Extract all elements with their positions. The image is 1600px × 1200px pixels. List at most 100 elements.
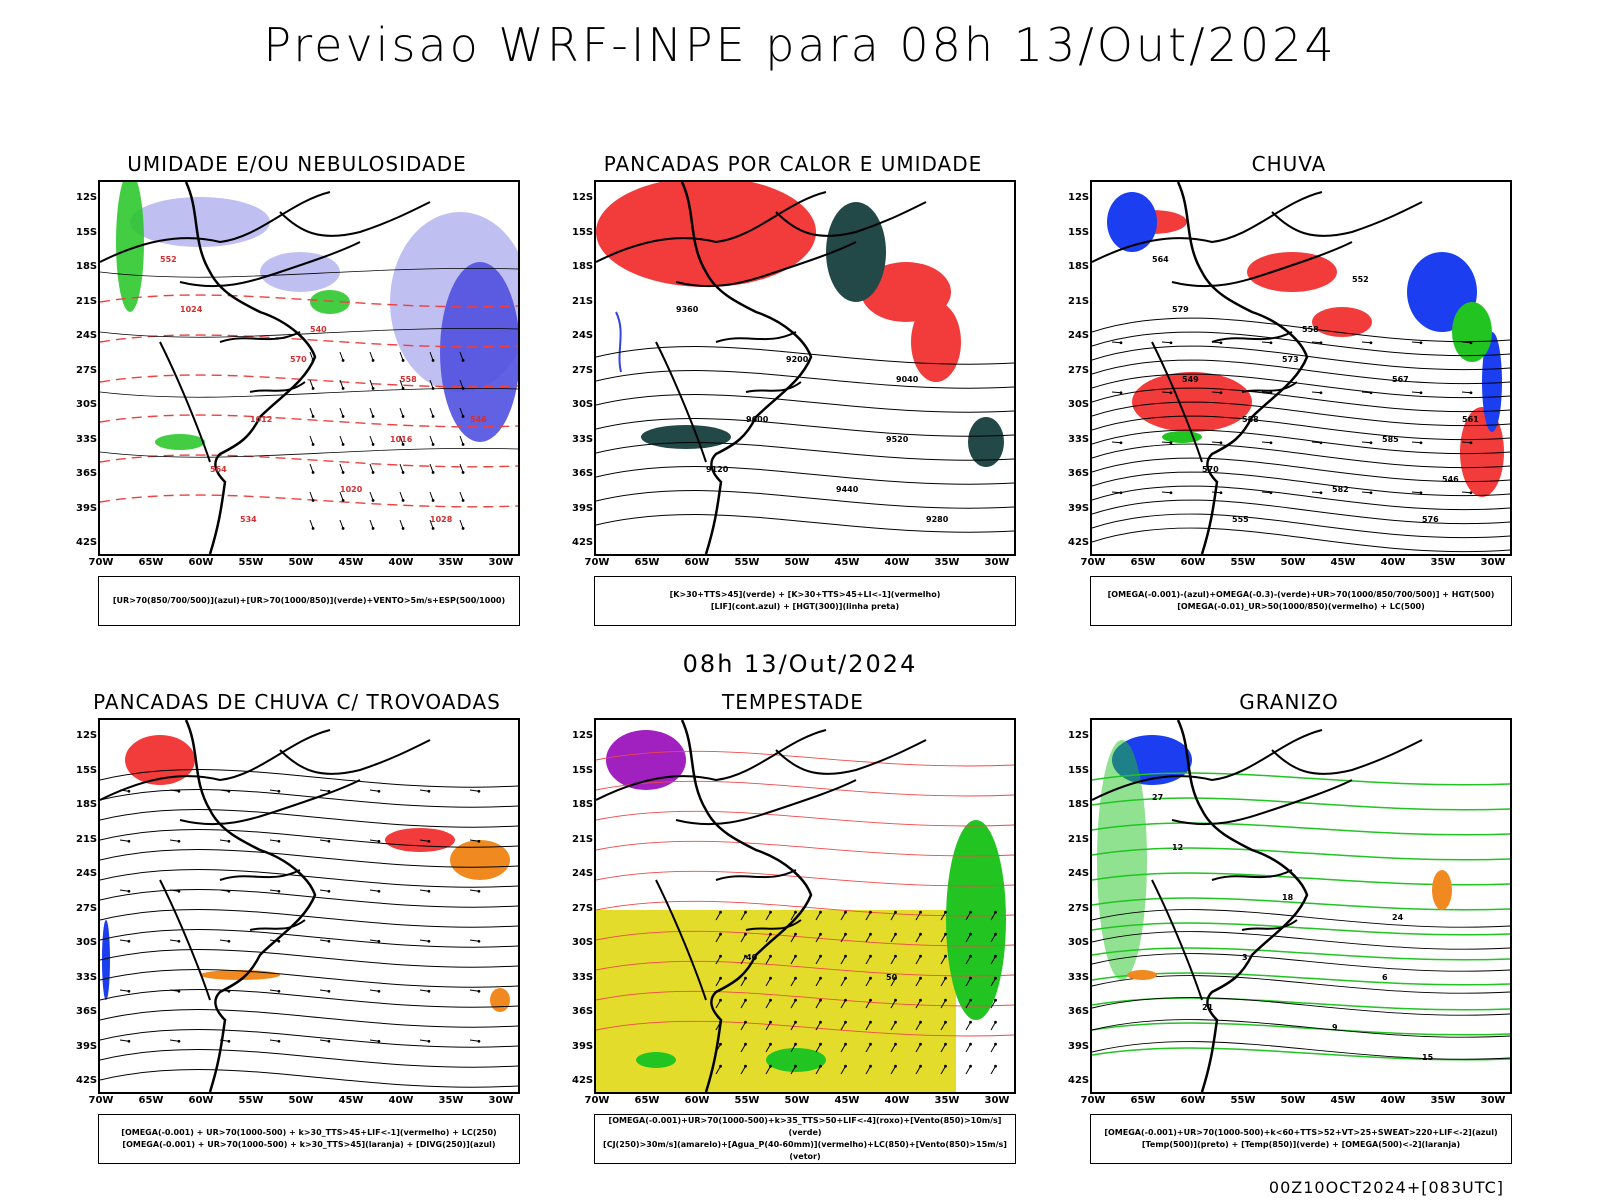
lat-tick-label: 42S xyxy=(572,1075,594,1086)
lon-tick-label: 40W xyxy=(388,1095,414,1106)
legend-line: [OMEGA(-0.001) + UR>70(1000-500) + k>30_… xyxy=(121,1128,497,1137)
map-panel-tempestade: TEMPESTADE 40 50 12S 15S 18S 21S 24S 27S 30S 33S 36… xyxy=(572,690,1016,1170)
lat-tick-label: 27S xyxy=(572,902,594,914)
map-area: 40 50 xyxy=(594,718,1016,1094)
svg-text:1016: 1016 xyxy=(390,435,413,444)
lat-tick-label: 39S xyxy=(76,502,98,514)
lat-tick-label: 33S xyxy=(76,433,98,445)
svg-text:9360: 9360 xyxy=(676,305,699,314)
svg-text:582: 582 xyxy=(1332,485,1349,494)
svg-text:576: 576 xyxy=(1422,515,1439,524)
lon-tick-label: 60W xyxy=(684,1095,710,1106)
map-canvas: 588 585 582 579 576 573 570 567 564 561 558 555 552 5… xyxy=(1092,182,1510,554)
lat-tick-label: 18S xyxy=(76,799,98,810)
lon-tick-label: 35W xyxy=(934,557,960,568)
svg-text:9200: 9200 xyxy=(786,355,809,364)
lat-tick-label: 15S xyxy=(1068,764,1090,776)
lat-tick-label: 24S xyxy=(572,868,594,879)
lat-tick-label: 12S xyxy=(1068,730,1090,741)
lon-tick-label: 35W xyxy=(438,1095,464,1106)
page-title: Previsao WRF-INPE para 08h 13/Out/2024 xyxy=(263,18,1337,72)
lat-tick-label: 42S xyxy=(1068,1075,1090,1086)
lat-tick-label: 18S xyxy=(572,799,594,810)
lat-tick-label: 39S xyxy=(1068,502,1090,514)
lat-tick-label: 12S xyxy=(76,192,98,203)
lat-tick-label: 21S xyxy=(1068,295,1090,307)
lon-tick-label: 50W xyxy=(288,557,314,568)
svg-text:9440: 9440 xyxy=(836,485,859,494)
lat-tick-label: 30S xyxy=(1068,399,1090,410)
lat-tick-label: 15S xyxy=(572,226,594,238)
lat-tick-label: 15S xyxy=(76,226,98,238)
legend-line: [Temp(500)](preto) + [Temp(850)](verde) … xyxy=(1141,1140,1461,1149)
lat-tick-label: 18S xyxy=(572,261,594,272)
lat-tick-label: 42S xyxy=(1068,537,1090,548)
svg-text:9120: 9120 xyxy=(706,465,729,474)
lon-tick-label: 40W xyxy=(1380,1095,1406,1106)
legend-line: [CJ(250)>30m/s](amarelo)+[Agua_P(40-60mm… xyxy=(603,1140,1007,1161)
legend-line: [LIF](cont.azul) + [HGT(300)](linha pret… xyxy=(710,602,900,611)
lat-tick-label: 24S xyxy=(76,330,98,341)
lon-tick-label: 30W xyxy=(1480,1095,1506,1106)
lat-tick-label: 12S xyxy=(76,730,98,741)
lat-tick-label: 36S xyxy=(572,468,594,479)
svg-text:549: 549 xyxy=(1182,375,1199,384)
lon-tick-label: 60W xyxy=(188,557,214,568)
svg-text:552: 552 xyxy=(1352,275,1369,284)
legend-line: [K>30+TTS>45](verde) + [K>30+TTS>45+LI<-… xyxy=(669,590,941,599)
lat-tick-label: 30S xyxy=(572,937,594,948)
panel-title: TEMPESTADE xyxy=(722,690,864,714)
svg-text:552: 552 xyxy=(160,255,177,264)
lon-tick-label: 65W xyxy=(634,557,660,568)
lon-tick-label: 60W xyxy=(188,1095,214,1106)
lat-tick-label: 27S xyxy=(572,364,594,376)
lat-tick-label: 30S xyxy=(76,937,98,948)
lat-tick-label: 21S xyxy=(572,833,594,845)
lat-tick-label: 12S xyxy=(572,192,594,203)
svg-text:40: 40 xyxy=(746,953,758,962)
middle-title: 08h 13/Out/2024 xyxy=(682,650,918,678)
lon-tick-label: 70W xyxy=(584,557,610,568)
svg-text:546: 546 xyxy=(1442,475,1459,484)
lon-tick-label: 65W xyxy=(634,1095,660,1106)
svg-text:24: 24 xyxy=(1392,913,1404,922)
svg-text:1028: 1028 xyxy=(430,515,453,524)
lat-tick-label: 24S xyxy=(1068,330,1090,341)
map-area: 3 6 9 12 15 18 21 24 27 xyxy=(1090,718,1512,1094)
panel-title: CHUVA xyxy=(1251,152,1327,176)
map-area: 9600 9520 9440 9360 9280 9200 9120 9040 xyxy=(594,180,1016,556)
svg-text:21: 21 xyxy=(1202,1003,1214,1012)
lon-tick-label: 60W xyxy=(684,557,710,568)
lat-tick-label: 24S xyxy=(76,868,98,879)
lat-tick-label: 39S xyxy=(572,502,594,514)
footer-stamp: 00Z10OCT2024+[083UTC] xyxy=(1268,1178,1504,1197)
lon-tick-label: 30W xyxy=(488,557,514,568)
lat-tick-label: 42S xyxy=(76,1075,98,1086)
map-area xyxy=(98,718,520,1094)
map-panel-umidade: UMIDADE E/OU NEBULOSIDADE 1012 1016 1020 102… xyxy=(76,152,520,632)
lat-tick-label: 36S xyxy=(572,1006,594,1017)
lon-tick-label: 55W xyxy=(238,1095,264,1106)
map-panel-trovoadas: PANCADAS DE CHUVA C/ TROVOADAS 12S 15S 18S 2… xyxy=(76,690,520,1170)
lon-tick-label: 60W xyxy=(1180,1095,1206,1106)
map-panel-granizo: GRANIZO 3 6 9 12 15 18 21 24 27 12S 15S 18S 21S 24S 27S… xyxy=(1068,690,1512,1170)
lat-tick-label: 12S xyxy=(1068,192,1090,203)
lon-tick-label: 60W xyxy=(1180,557,1206,568)
lat-tick-label: 39S xyxy=(76,1040,98,1052)
lon-tick-label: 45W xyxy=(338,1095,364,1106)
lon-tick-label: 65W xyxy=(138,1095,164,1106)
lat-tick-label: 24S xyxy=(1068,868,1090,879)
lat-tick-label: 42S xyxy=(572,537,594,548)
lon-tick-label: 55W xyxy=(1230,1095,1256,1106)
lon-tick-label: 35W xyxy=(1430,557,1456,568)
svg-text:579: 579 xyxy=(1172,305,1189,314)
lat-tick-label: 18S xyxy=(1068,261,1090,272)
lon-tick-label: 55W xyxy=(734,557,760,568)
lat-tick-label: 33S xyxy=(1068,971,1090,983)
lat-tick-label: 36S xyxy=(1068,1006,1090,1017)
svg-text:3: 3 xyxy=(1242,953,1248,962)
lon-tick-label: 40W xyxy=(884,557,910,568)
lat-tick-label: 42S xyxy=(76,537,98,548)
svg-text:1012: 1012 xyxy=(250,415,272,424)
lon-tick-label: 70W xyxy=(88,557,114,568)
